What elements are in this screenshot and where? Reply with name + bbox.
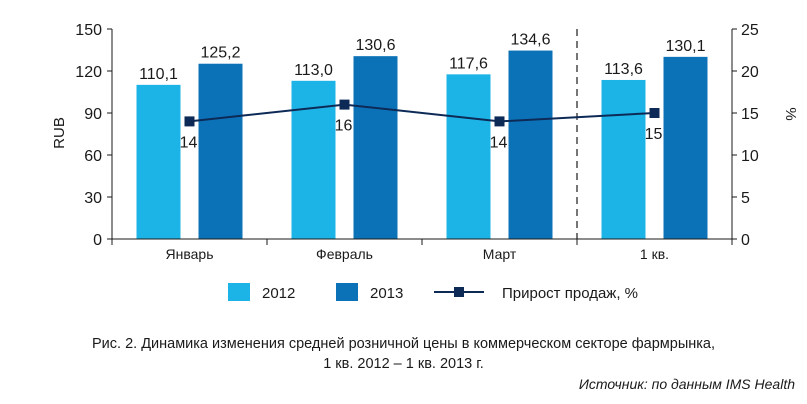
legend-marker-growth — [454, 287, 464, 297]
growth-marker-2 — [339, 99, 350, 110]
x-tick-label-4: 1 кв. — [640, 246, 669, 262]
growth-line — [189, 103, 655, 123]
caption-line-1: Рис. 2. Динамика изменения средней розни… — [92, 336, 715, 352]
bar-2013-1 — [198, 63, 243, 239]
y2-axis-title: % — [782, 107, 799, 120]
plot-area: 110,1 113,0 117,6 113,6 125,2 130,6 134,6 130,1… — [75, 22, 759, 262]
y-tick-label-60: 60 — [84, 148, 102, 165]
y-tick-label-120: 120 — [75, 64, 102, 81]
growth-label-1: 14 — [180, 134, 198, 151]
bar-label-2013-4: 130,1 — [665, 38, 705, 55]
bar-label-2012-2: 113,0 — [294, 62, 333, 79]
x-tick-label-2: Февраль — [316, 246, 373, 262]
figure-caption: Рис. 2. Динамика изменения средней розни… — [0, 334, 807, 374]
y2-tick-label-10: 10 — [741, 148, 759, 165]
bar-2012-3 — [446, 74, 491, 239]
y2-tick-label-5: 5 — [741, 190, 750, 207]
y-tick-label-90: 90 — [84, 106, 102, 123]
legend: 2012 2013 Прирост продаж, % — [228, 283, 638, 302]
bar-label-2012-4: 113,6 — [604, 61, 643, 78]
bar-2012-2 — [291, 80, 336, 239]
caption-line-2: 1 кв. 2012 – 1 кв. 2013 г. — [323, 356, 484, 372]
bar-2013-4 — [663, 56, 708, 239]
bar-label-2013-1: 125,2 — [200, 45, 240, 62]
growth-label-3: 14 — [490, 134, 508, 151]
y-axis-title: RUB — [51, 117, 68, 149]
bar-label-2013-2: 130,6 — [355, 37, 395, 54]
bar-label-2012-3: 117,6 — [449, 55, 488, 72]
y-tick-label-0: 0 — [93, 232, 102, 249]
legend-swatch-2013 — [336, 283, 358, 301]
bar-2012-4 — [601, 79, 646, 240]
bar-2012-1 — [136, 84, 181, 239]
source-note: Источник: по данным IMS Health — [578, 376, 795, 392]
chart: 110,1 113,0 117,6 113,6 125,2 130,6 134,6 130,1… — [51, 22, 799, 302]
growth-marker-3 — [494, 116, 505, 127]
y-tick-label-30: 30 — [84, 190, 102, 207]
y2-tick-label-25: 25 — [741, 22, 759, 39]
growth-marker-4 — [649, 108, 660, 118]
legend-label-growth: Прирост продаж, % — [502, 285, 638, 302]
y2-tick-label-15: 15 — [741, 106, 759, 123]
bar-2013-3 — [508, 50, 553, 240]
legend-label-2013: 2013 — [370, 285, 403, 302]
bar-2013-2 — [353, 56, 398, 239]
bar-label-2012-1: 110,1 — [139, 66, 178, 83]
growth-label-2: 16 — [335, 118, 353, 135]
growth-label-4: 15 — [645, 126, 663, 143]
y-tick-label-150: 150 — [75, 22, 102, 39]
y2-tick-label-20: 20 — [741, 64, 759, 81]
y2-tick-label-0: 0 — [741, 232, 750, 249]
growth-marker-1 — [184, 116, 195, 127]
legend-swatch-2012 — [228, 283, 250, 301]
legend-label-2012: 2012 — [262, 285, 295, 302]
x-tick-label-1: Январь — [166, 246, 214, 262]
x-tick-label-3: Март — [483, 246, 517, 262]
bar-label-2013-3: 134,6 — [510, 32, 550, 49]
